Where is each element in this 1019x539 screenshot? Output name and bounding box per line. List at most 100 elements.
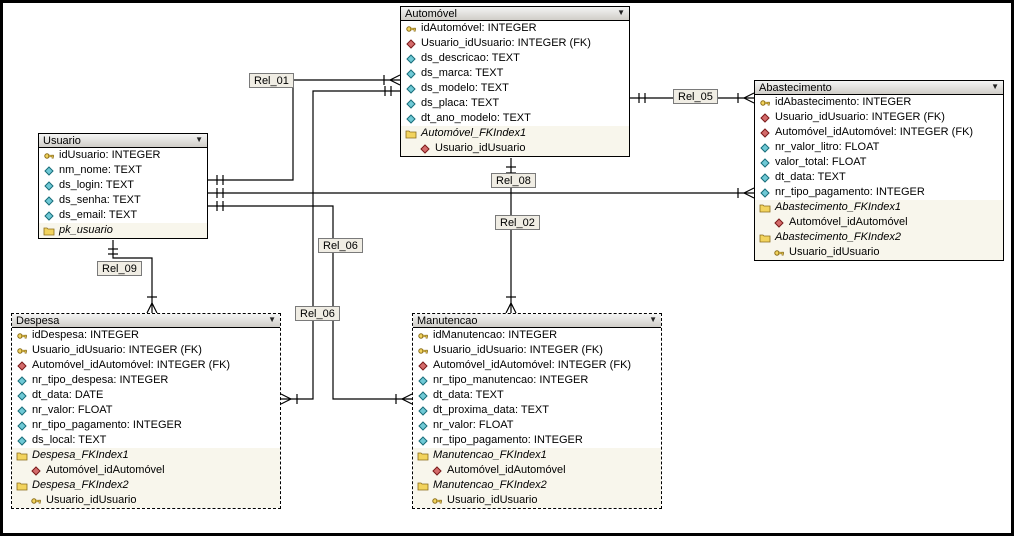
column-row[interactable]: Usuario_idUsuario: INTEGER (FK) bbox=[12, 343, 280, 358]
column-row[interactable]: nr_valor_litro: FLOAT bbox=[755, 140, 1003, 155]
column-row[interactable]: dt_data: DATE bbox=[12, 388, 280, 403]
column-row[interactable]: valor_total: FLOAT bbox=[755, 155, 1003, 170]
entity-usuario[interactable]: Usuario▼idUsuario: INTEGERnm_nome: TEXTd… bbox=[38, 133, 208, 239]
column-row[interactable]: Automóvel_idAutomóvel bbox=[12, 463, 280, 478]
entity-header[interactable]: Automóvel▼ bbox=[401, 7, 629, 21]
column-row[interactable]: nr_tipo_despesa: INTEGER bbox=[12, 373, 280, 388]
column-row[interactable]: ds_login: TEXT bbox=[39, 178, 207, 193]
rel-label-06b: Rel_06 bbox=[295, 306, 340, 321]
dropdown-icon[interactable]: ▼ bbox=[991, 81, 999, 93]
column-text: dt_data: DATE bbox=[32, 388, 103, 403]
column-row[interactable]: ds_modelo: TEXT bbox=[401, 81, 629, 96]
column-row[interactable]: Automóvel_idAutomóvel bbox=[413, 463, 661, 478]
column-row[interactable]: Manutencao_FKIndex2 bbox=[413, 478, 661, 493]
column-text: Usuario_idUsuario bbox=[789, 245, 880, 260]
column-text: Automóvel_idAutomóvel: INTEGER (FK) bbox=[32, 358, 230, 373]
dia-icon bbox=[417, 375, 429, 387]
column-row[interactable]: nr_tipo_pagamento: INTEGER bbox=[755, 185, 1003, 200]
column-row[interactable]: Usuario_idUsuario bbox=[755, 245, 1003, 260]
column-text: dt_proxima_data: TEXT bbox=[433, 403, 549, 418]
dia-icon bbox=[43, 180, 55, 192]
column-row[interactable]: dt_data: TEXT bbox=[755, 170, 1003, 185]
column-row[interactable]: ds_descricao: TEXT bbox=[401, 51, 629, 66]
column-text: dt_data: TEXT bbox=[775, 170, 846, 185]
key-icon bbox=[43, 150, 55, 162]
diagram-canvas: Rel_01 Rel_05 Rel_08 Rel_02 Rel_06 Rel_0… bbox=[0, 0, 1014, 536]
column-row[interactable]: Usuario_idUsuario: INTEGER (FK) bbox=[755, 110, 1003, 125]
dia-icon bbox=[405, 68, 417, 80]
diared-icon bbox=[417, 360, 429, 372]
column-row[interactable]: Abastecimento_FKIndex1 bbox=[755, 200, 1003, 215]
entity-header[interactable]: Usuario▼ bbox=[39, 134, 207, 148]
entity-automovel[interactable]: Automóvel▼idAutomóvel: INTEGERUsuario_id… bbox=[400, 6, 630, 157]
column-row[interactable]: nr_tipo_pagamento: INTEGER bbox=[413, 433, 661, 448]
column-row[interactable]: dt_ano_modelo: TEXT bbox=[401, 111, 629, 126]
diared-icon bbox=[773, 217, 785, 229]
column-row[interactable]: Usuario_idUsuario bbox=[413, 493, 661, 508]
column-row[interactable]: ds_email: TEXT bbox=[39, 208, 207, 223]
dia-icon bbox=[405, 53, 417, 65]
key-icon bbox=[773, 247, 785, 259]
column-row[interactable]: Automóvel_idAutomóvel: INTEGER (FK) bbox=[413, 358, 661, 373]
key-icon bbox=[405, 23, 417, 35]
entity-abastecimento[interactable]: Abastecimento▼idAbastecimento: INTEGERUs… bbox=[754, 80, 1004, 261]
column-row[interactable]: nm_nome: TEXT bbox=[39, 163, 207, 178]
entity-despesa[interactable]: Despesa▼idDespesa: INTEGERUsuario_idUsua… bbox=[11, 313, 281, 509]
column-text: Usuario_idUsuario bbox=[447, 493, 538, 508]
column-row[interactable]: Automóvel_FKIndex1 bbox=[401, 126, 629, 141]
column-row[interactable]: Automóvel_idAutomóvel bbox=[755, 215, 1003, 230]
column-text: nr_valor: FLOAT bbox=[32, 403, 113, 418]
key-icon bbox=[759, 97, 771, 109]
column-row[interactable]: idAutomóvel: INTEGER bbox=[401, 21, 629, 36]
rel-label-01: Rel_01 bbox=[249, 73, 294, 88]
column-row[interactable]: Despesa_FKIndex1 bbox=[12, 448, 280, 463]
column-row[interactable]: Despesa_FKIndex2 bbox=[12, 478, 280, 493]
column-row[interactable]: nr_valor: FLOAT bbox=[12, 403, 280, 418]
entity-header[interactable]: Despesa▼ bbox=[12, 314, 280, 328]
column-row[interactable]: dt_data: TEXT bbox=[413, 388, 661, 403]
entity-manutencao[interactable]: Manutencao▼idManutencao: INTEGERUsuario_… bbox=[412, 313, 662, 509]
column-row[interactable]: nr_valor: FLOAT bbox=[413, 418, 661, 433]
dropdown-icon[interactable]: ▼ bbox=[195, 134, 203, 146]
key-icon bbox=[417, 330, 429, 342]
column-row[interactable]: Manutencao_FKIndex1 bbox=[413, 448, 661, 463]
column-row[interactable]: idDespesa: INTEGER bbox=[12, 328, 280, 343]
column-text: Automóvel_FKIndex1 bbox=[421, 126, 526, 141]
column-row[interactable]: Usuario_idUsuario bbox=[401, 141, 629, 156]
folder-icon bbox=[417, 450, 429, 462]
column-row[interactable]: dt_proxima_data: TEXT bbox=[413, 403, 661, 418]
column-text: Despesa_FKIndex2 bbox=[32, 478, 129, 493]
column-text: Manutencao_FKIndex2 bbox=[433, 478, 547, 493]
column-row[interactable]: Usuario_idUsuario: INTEGER (FK) bbox=[401, 36, 629, 51]
entity-header[interactable]: Abastecimento▼ bbox=[755, 81, 1003, 95]
dropdown-icon[interactable]: ▼ bbox=[649, 314, 657, 326]
column-row[interactable]: ds_marca: TEXT bbox=[401, 66, 629, 81]
folder-icon bbox=[405, 128, 417, 140]
column-row[interactable]: idUsuario: INTEGER bbox=[39, 148, 207, 163]
column-text: Abastecimento_FKIndex2 bbox=[775, 230, 901, 245]
column-row[interactable]: Automóvel_idAutomóvel: INTEGER (FK) bbox=[12, 358, 280, 373]
column-text: Automóvel_idAutomóvel bbox=[789, 215, 908, 230]
column-row[interactable]: nr_tipo_pagamento: INTEGER bbox=[12, 418, 280, 433]
dia-icon bbox=[759, 157, 771, 169]
dia-icon bbox=[43, 210, 55, 222]
column-text: idManutencao: INTEGER bbox=[433, 328, 557, 343]
column-row[interactable]: ds_placa: TEXT bbox=[401, 96, 629, 111]
dropdown-icon[interactable]: ▼ bbox=[268, 314, 276, 326]
column-row[interactable]: ds_senha: TEXT bbox=[39, 193, 207, 208]
column-row[interactable]: pk_usuario bbox=[39, 223, 207, 238]
column-row[interactable]: Automóvel_idAutomóvel: INTEGER (FK) bbox=[755, 125, 1003, 140]
column-row[interactable]: idAbastecimento: INTEGER bbox=[755, 95, 1003, 110]
dropdown-icon[interactable]: ▼ bbox=[617, 7, 625, 19]
column-row[interactable]: idManutencao: INTEGER bbox=[413, 328, 661, 343]
dia-icon bbox=[43, 165, 55, 177]
column-row[interactable]: Usuario_idUsuario bbox=[12, 493, 280, 508]
column-row[interactable]: Abastecimento_FKIndex2 bbox=[755, 230, 1003, 245]
entity-header[interactable]: Manutencao ▼ bbox=[413, 314, 661, 328]
entity-title: Manutencao bbox=[417, 315, 478, 327]
column-text: nr_tipo_manutencao: INTEGER bbox=[433, 373, 588, 388]
column-row[interactable]: ds_local: TEXT bbox=[12, 433, 280, 448]
column-row[interactable]: Usuario_idUsuario: INTEGER (FK) bbox=[413, 343, 661, 358]
column-row[interactable]: nr_tipo_manutencao: INTEGER bbox=[413, 373, 661, 388]
rel-label-05: Rel_05 bbox=[673, 89, 718, 104]
